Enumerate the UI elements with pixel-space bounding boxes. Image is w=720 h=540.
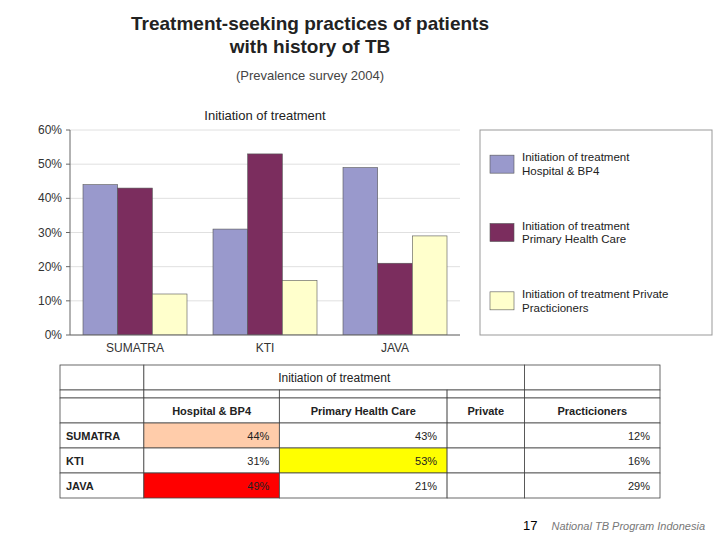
table-cell	[144, 390, 279, 398]
table-cell	[60, 390, 144, 398]
table-value: 12%	[628, 430, 650, 442]
table-cell	[279, 448, 447, 473]
table-value: 49%	[247, 480, 269, 492]
table-cell	[144, 398, 279, 423]
legend-label: Initiation of treatmentHospital & BP4	[522, 151, 630, 177]
bar	[118, 188, 153, 335]
table-value: 53%	[415, 455, 437, 467]
table-cell	[279, 390, 447, 398]
legend: Initiation of treatmentHospital & BP4 Ini…	[480, 130, 712, 335]
legend-box	[480, 130, 712, 335]
table-cell	[60, 423, 144, 448]
bars	[83, 154, 447, 335]
legend-swatch	[490, 155, 514, 173]
table-cell	[60, 473, 144, 498]
y-tick	[66, 164, 70, 165]
table-value: 16%	[628, 455, 650, 467]
bar	[412, 236, 447, 335]
table-value: 43%	[415, 430, 437, 442]
table-cell	[525, 473, 660, 498]
table-cell	[447, 473, 524, 498]
bar	[378, 263, 413, 335]
footer: National TB Program Indonesia	[552, 520, 705, 532]
y-tick-label: 30%	[38, 226, 62, 240]
bar	[282, 280, 317, 335]
y-axis-line	[70, 130, 71, 335]
table-cell	[447, 398, 524, 423]
table-cell	[525, 390, 660, 398]
table-cell	[279, 473, 447, 498]
grid-line	[70, 130, 460, 131]
y-tick-label: 20%	[38, 260, 62, 274]
table-cell	[447, 390, 524, 398]
table-title: Initiation of treatment	[278, 371, 391, 385]
table-column-header: Practicioners	[557, 405, 627, 417]
legend-label: Initiation of treatment PrivatePracticio…	[522, 288, 668, 314]
chart-title: Treatment-seeking practices of patientsw…	[131, 13, 489, 57]
y-tick-label: 60%	[38, 123, 62, 137]
table-cell	[144, 473, 279, 498]
chart-canvas: Treatment-seeking practices of patientsw…	[0, 0, 720, 540]
slide-number: 17	[523, 518, 537, 533]
table-cell	[144, 365, 525, 390]
y-tick	[66, 300, 70, 301]
table-cell	[525, 423, 660, 448]
legend-swatch	[490, 292, 514, 310]
table-value: 29%	[628, 480, 650, 492]
y-tick-label: 40%	[38, 191, 62, 205]
x-axis-line	[70, 335, 460, 336]
table-value: 21%	[415, 480, 437, 492]
y-tick	[66, 232, 70, 233]
x-tick-label: KTI	[256, 341, 275, 355]
table-cell	[525, 365, 660, 390]
table-row-label: JAVA	[66, 480, 94, 492]
table-cell	[279, 398, 447, 423]
legend-label: Initiation of treatmentPrimary Health Ca…	[522, 220, 630, 246]
table-column-header: Private	[467, 405, 504, 417]
table-cell	[60, 365, 144, 390]
bar	[343, 168, 378, 335]
table-cell	[144, 448, 279, 473]
table-value: 44%	[247, 430, 269, 442]
y-tick	[66, 130, 70, 131]
bar	[213, 229, 248, 335]
table-value: 31%	[247, 455, 269, 467]
y-tick	[66, 335, 70, 336]
table-column-header: Primary Health Care	[311, 405, 416, 417]
y-tick	[66, 198, 70, 199]
table-cell	[279, 423, 447, 448]
bar	[152, 294, 187, 335]
table-cell	[144, 423, 279, 448]
y-tick-label: 10%	[38, 294, 62, 308]
bar	[248, 154, 283, 335]
chart-subtitle: (Prevalence survey 2004)	[236, 68, 384, 83]
table: Initiation of treatment Hospital & BP4 Pri…	[60, 365, 660, 498]
grid-line	[70, 335, 460, 336]
y-tick	[66, 266, 70, 267]
table-cell	[447, 423, 524, 448]
x-tick-label: JAVA	[381, 341, 409, 355]
table-row-label: KTI	[66, 455, 84, 467]
y-tick-label: 50%	[38, 157, 62, 171]
bar	[83, 185, 118, 335]
table-column-header: Hospital & BP4	[172, 405, 252, 417]
legend-swatch	[490, 224, 514, 242]
table-cell	[525, 448, 660, 473]
table-cell	[525, 398, 660, 423]
y-axis: 0% 10% 20% 30% 40% 50% 60%	[38, 123, 460, 342]
x-tick-label: SUMATRA	[106, 341, 164, 355]
table-cell	[60, 448, 144, 473]
plot-title: Initiation of treatment	[204, 108, 326, 123]
table-row-label: SUMATRA	[66, 430, 120, 442]
table-cell	[60, 398, 144, 423]
y-tick-label: 0%	[45, 328, 63, 342]
table-cell	[447, 448, 524, 473]
